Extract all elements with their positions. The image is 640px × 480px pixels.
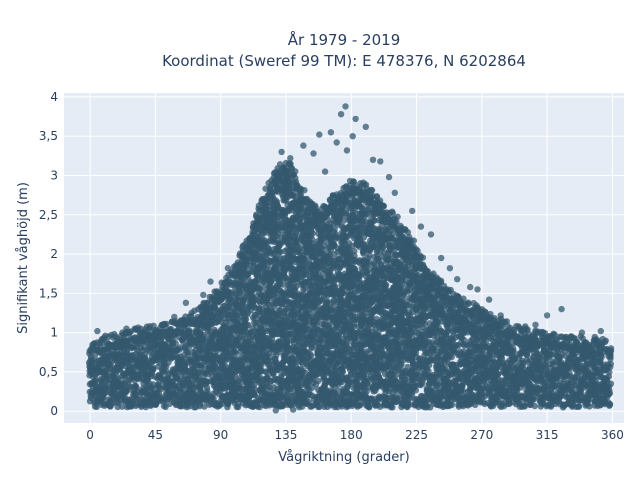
data-point <box>255 375 262 382</box>
data-point <box>232 350 240 357</box>
data-point <box>350 265 357 272</box>
data-point <box>107 360 115 367</box>
data-point <box>102 385 110 393</box>
data-point <box>103 370 110 377</box>
data-point <box>226 305 233 312</box>
data-point <box>252 278 260 285</box>
data-point <box>309 230 316 237</box>
data-point <box>132 391 139 398</box>
data-point <box>350 178 357 185</box>
data-point <box>292 168 299 175</box>
data-point <box>119 403 126 410</box>
data-point <box>202 377 209 385</box>
data-point <box>141 354 148 361</box>
data-point <box>306 350 314 358</box>
data-point <box>225 276 232 284</box>
data-point <box>339 368 346 375</box>
data-point <box>315 377 322 385</box>
data-point <box>235 400 242 408</box>
data-point <box>99 394 107 401</box>
data-point <box>150 381 157 388</box>
data-point <box>201 403 208 410</box>
data-point <box>308 236 316 243</box>
data-point <box>301 187 308 194</box>
data-point <box>200 331 207 338</box>
data-point <box>176 344 184 351</box>
data-point <box>92 378 99 385</box>
data-point <box>351 252 358 259</box>
data-point <box>194 373 202 380</box>
data-markers <box>86 103 615 414</box>
data-point <box>172 340 179 347</box>
data-point <box>93 403 100 410</box>
data-point <box>133 384 140 391</box>
data-point <box>114 374 122 381</box>
data-point <box>228 294 235 302</box>
data-point <box>126 383 133 390</box>
